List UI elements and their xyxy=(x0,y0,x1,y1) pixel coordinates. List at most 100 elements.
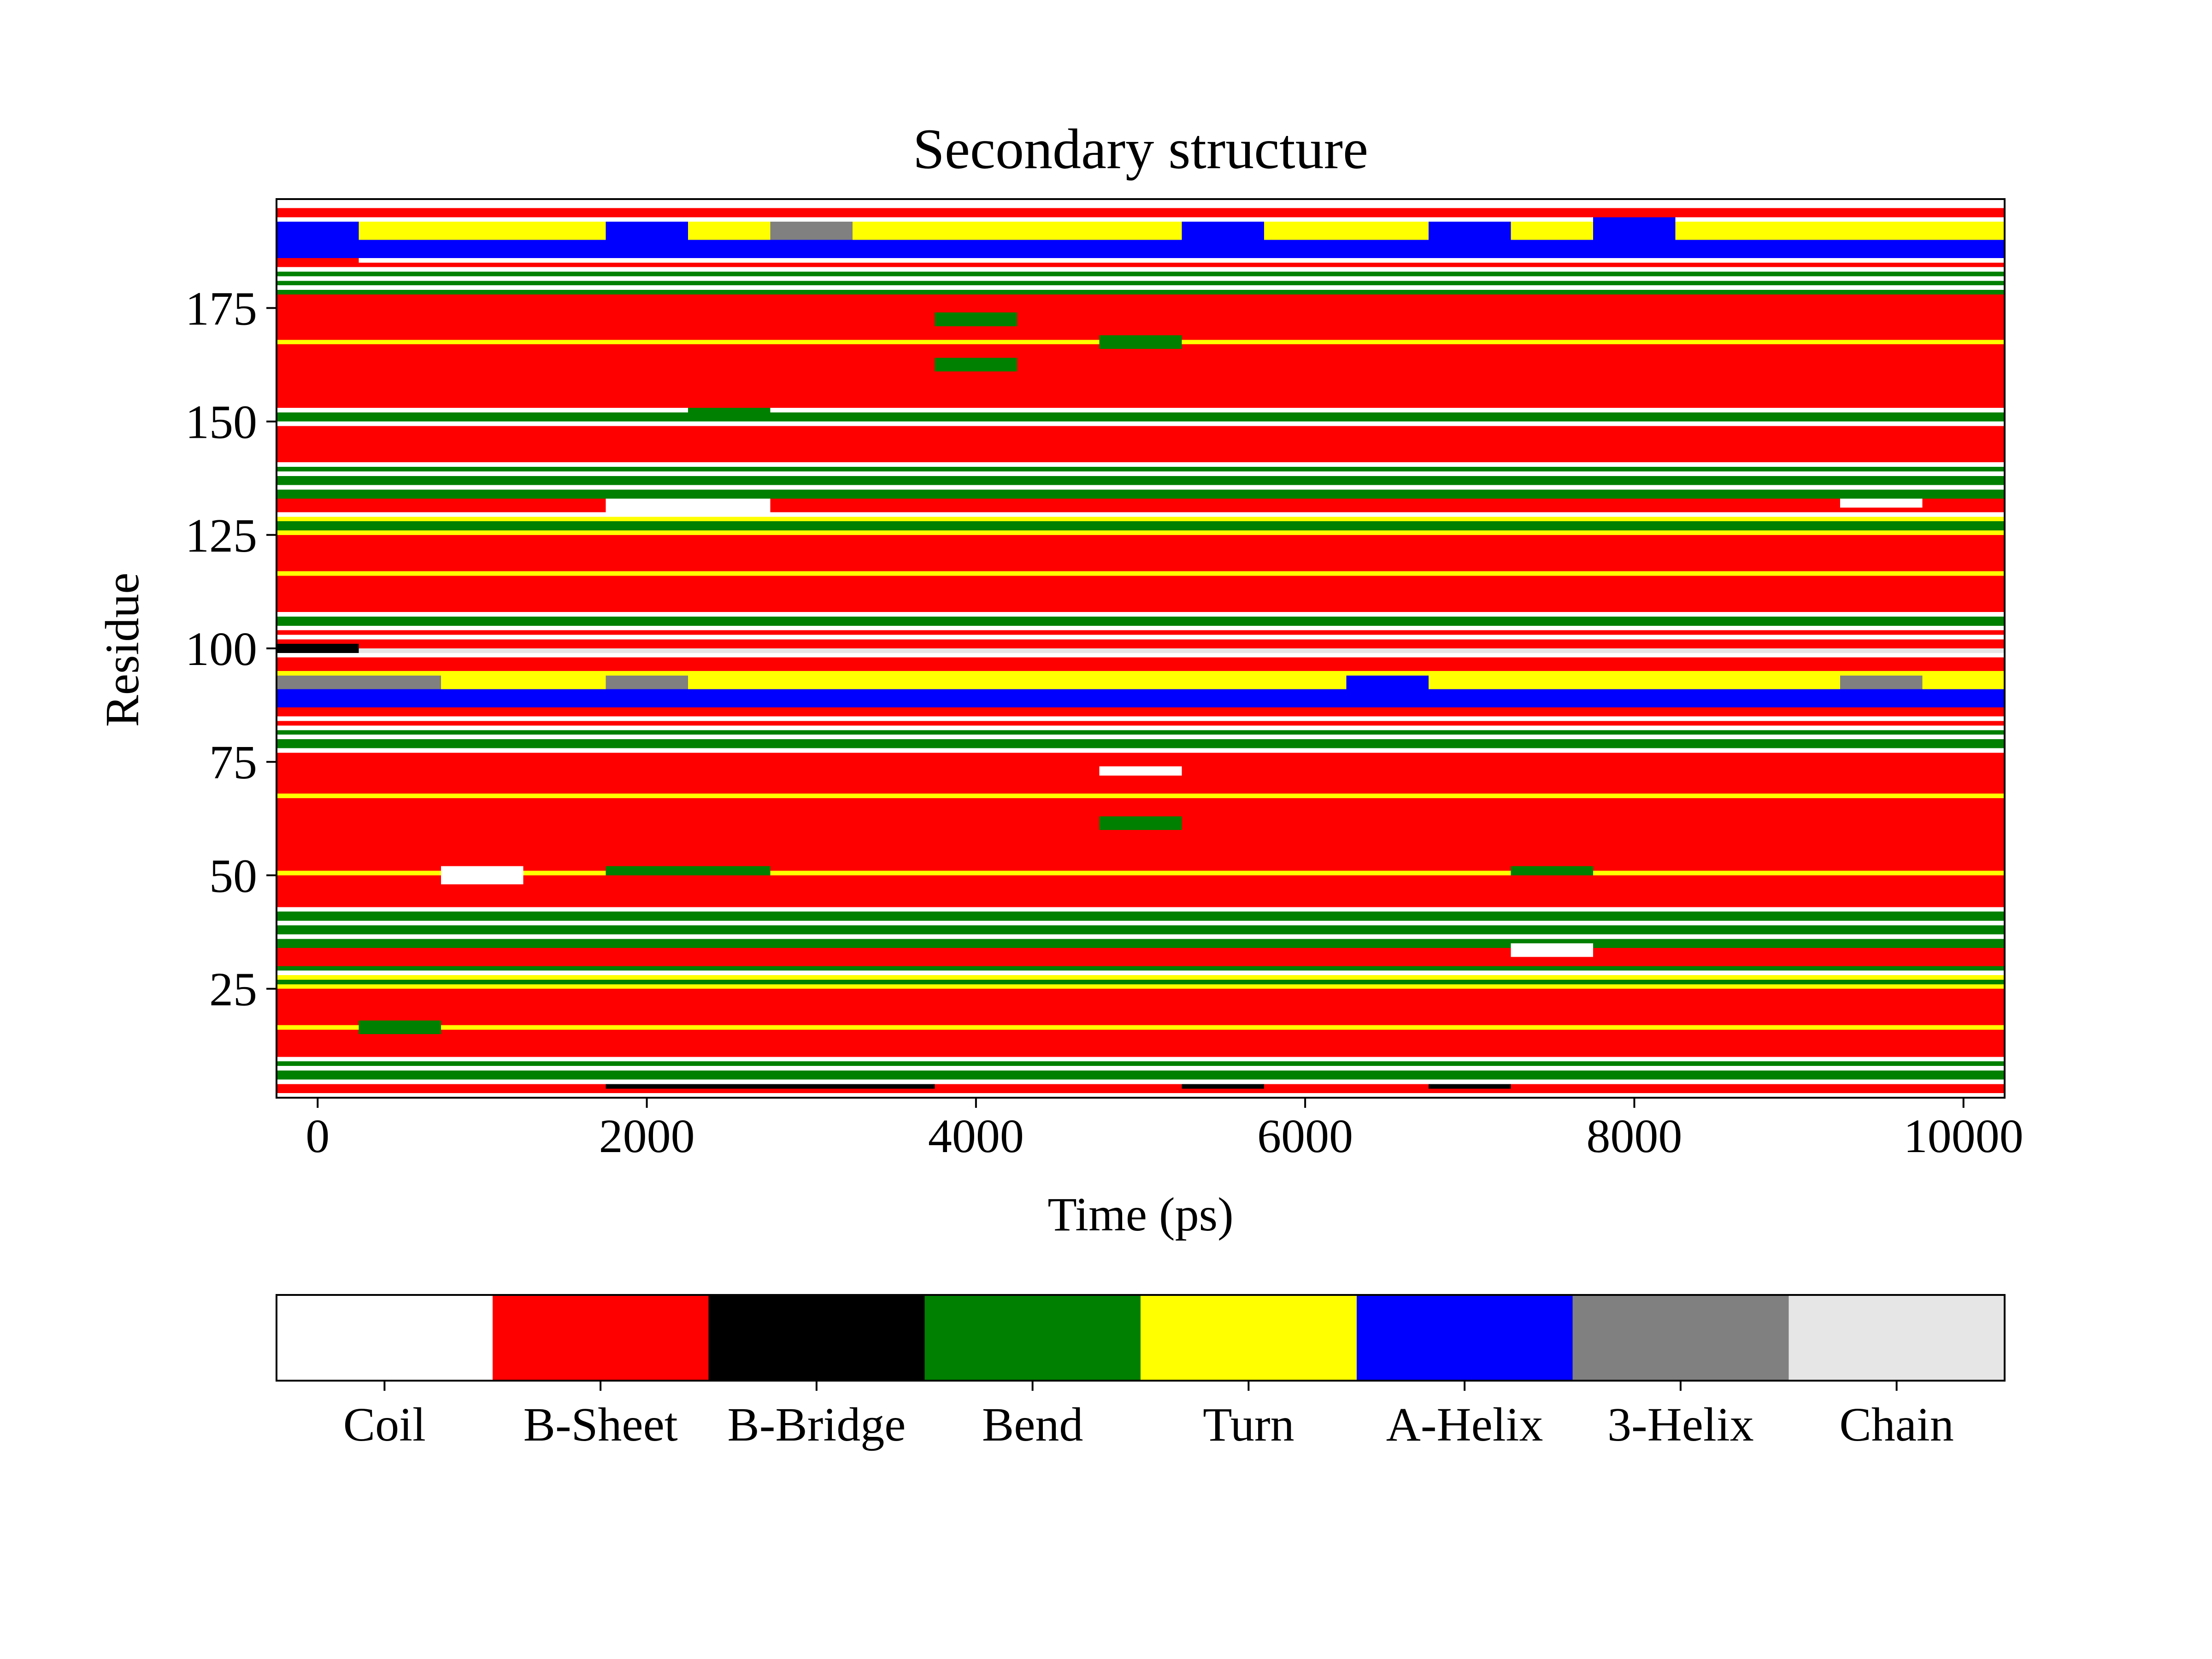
heatmap-cell xyxy=(276,222,359,240)
heatmap-cell xyxy=(606,866,771,876)
colorbar-label: Bend xyxy=(982,1398,1083,1451)
colorbar-label: B-Sheet xyxy=(524,1398,678,1451)
colorbar-label: 3-Helix xyxy=(1607,1398,1754,1451)
colorbar-swatch xyxy=(708,1295,925,1381)
heatmap-band xyxy=(276,730,2005,735)
colorbar-label: Coil xyxy=(343,1398,426,1451)
heatmap-band xyxy=(276,512,2005,517)
heatmap-band xyxy=(276,975,2005,980)
heatmap-cell xyxy=(1840,676,1923,689)
colorbar-frame xyxy=(276,1294,2006,1382)
heatmap-cell xyxy=(1182,222,1264,240)
heatmap-band xyxy=(276,408,2005,412)
heatmap-cell xyxy=(276,676,441,689)
heatmap-band xyxy=(276,1030,2005,1057)
x-tick-label: 6000 xyxy=(1257,1110,1353,1163)
colorbar-swatch xyxy=(1788,1295,2005,1381)
heatmap-band xyxy=(276,948,2005,966)
x-axis: 0 2000 4000 6000 8000 10000 xyxy=(306,1098,2024,1163)
heatmap-band xyxy=(276,530,2005,535)
heatmap-band xyxy=(276,1079,2005,1084)
heatmap-band xyxy=(276,276,2005,281)
heatmap-band xyxy=(276,716,2005,721)
x-tick-label: 0 xyxy=(306,1110,329,1163)
heatmap-band xyxy=(276,289,2005,294)
heatmap-band xyxy=(276,657,2005,671)
heatmap-band xyxy=(276,412,2005,422)
heatmap-band xyxy=(276,1066,2005,1071)
heatmap-band xyxy=(276,271,2005,276)
heatmap-band xyxy=(276,1070,2005,1080)
heatmap-band xyxy=(276,748,2005,753)
heatmap-band xyxy=(276,630,2005,635)
y-tick-label: 175 xyxy=(185,282,257,335)
colorbar-label: A-Helix xyxy=(1386,1398,1543,1451)
heatmap-band xyxy=(276,966,2005,971)
heatmap-band xyxy=(276,467,2005,471)
heatmap-band xyxy=(276,707,2005,717)
heatmap-band xyxy=(276,476,2005,485)
heatmap-band xyxy=(276,262,2005,267)
y-tick-label: 25 xyxy=(209,963,257,1016)
colorbar-swatch xyxy=(1572,1295,1789,1381)
heatmap-band xyxy=(276,1093,2005,1098)
x-tick-label: 10000 xyxy=(1904,1110,2024,1163)
heatmap-band xyxy=(276,222,2005,240)
heatmap-cell xyxy=(1099,766,1182,776)
heatmap-cell xyxy=(276,644,359,653)
colorbar-swatch xyxy=(1141,1295,1357,1381)
heatmap-band xyxy=(276,517,2005,522)
heatmap-band xyxy=(276,267,2005,272)
heatmap-band xyxy=(276,499,2005,512)
heatmap-band xyxy=(276,625,2005,630)
heatmap-band xyxy=(276,912,2005,921)
colorbar-label: Turn xyxy=(1203,1398,1294,1451)
heatmap-band xyxy=(276,208,2005,218)
colorbar-swatch xyxy=(924,1295,1141,1381)
heatmap-band xyxy=(276,281,2005,286)
heatmap-band xyxy=(276,979,2005,984)
heatmap-band xyxy=(276,240,2005,259)
heatmap-band xyxy=(276,576,2005,612)
heatmap-cell xyxy=(606,222,688,240)
y-axis-label: Residue xyxy=(96,572,149,727)
heatmap-cell xyxy=(1346,676,1429,689)
y-tick-label: 75 xyxy=(209,736,257,789)
heatmap-band xyxy=(276,907,2005,912)
heatmap-cell xyxy=(1840,499,1923,508)
heatmap-band xyxy=(276,925,2005,935)
heatmap-band xyxy=(276,1025,2005,1030)
heatmap-band xyxy=(276,426,2005,463)
heatmap-band xyxy=(276,798,2005,871)
heatmap-band xyxy=(276,725,2005,730)
y-tick-label: 150 xyxy=(185,396,257,449)
heatmap-cell xyxy=(276,258,359,263)
heatmap-band xyxy=(276,988,2005,1025)
colorbar-swatch xyxy=(492,1295,709,1381)
heatmap xyxy=(276,199,2005,1098)
heatmap-band xyxy=(276,1057,2005,1062)
colorbar-legend: Coil B-Sheet B-Bridge Bend Turn A-Helix 3-Heli… xyxy=(276,1294,2006,1451)
heatmap-band xyxy=(276,294,2005,340)
heatmap-band xyxy=(276,535,2005,571)
heatmap-band xyxy=(276,735,2005,739)
heatmap-cell xyxy=(606,1084,935,1089)
y-tick-label: 125 xyxy=(185,509,257,562)
x-tick-label: 8000 xyxy=(1586,1110,1682,1163)
heatmap-band xyxy=(276,344,2005,408)
colorbar-swatch xyxy=(1356,1295,1573,1381)
colorbar-label: Chain xyxy=(1839,1398,1953,1451)
x-tick-label: 4000 xyxy=(928,1110,1024,1163)
heatmap-cell xyxy=(1099,816,1182,830)
heatmap-band xyxy=(276,671,2005,689)
x-axis-label: Time (ps) xyxy=(1047,1188,1234,1241)
heatmap-band xyxy=(276,871,2005,876)
heatmap-cell xyxy=(1511,866,1594,876)
heatmap-band xyxy=(276,875,2005,907)
heatmap-band xyxy=(276,1061,2005,1066)
heatmap-cell xyxy=(688,408,771,417)
heatmap-band xyxy=(276,653,2005,658)
heatmap-cell xyxy=(1429,222,1511,240)
heatmap-band xyxy=(276,794,2005,798)
heatmap-cell xyxy=(606,676,688,689)
